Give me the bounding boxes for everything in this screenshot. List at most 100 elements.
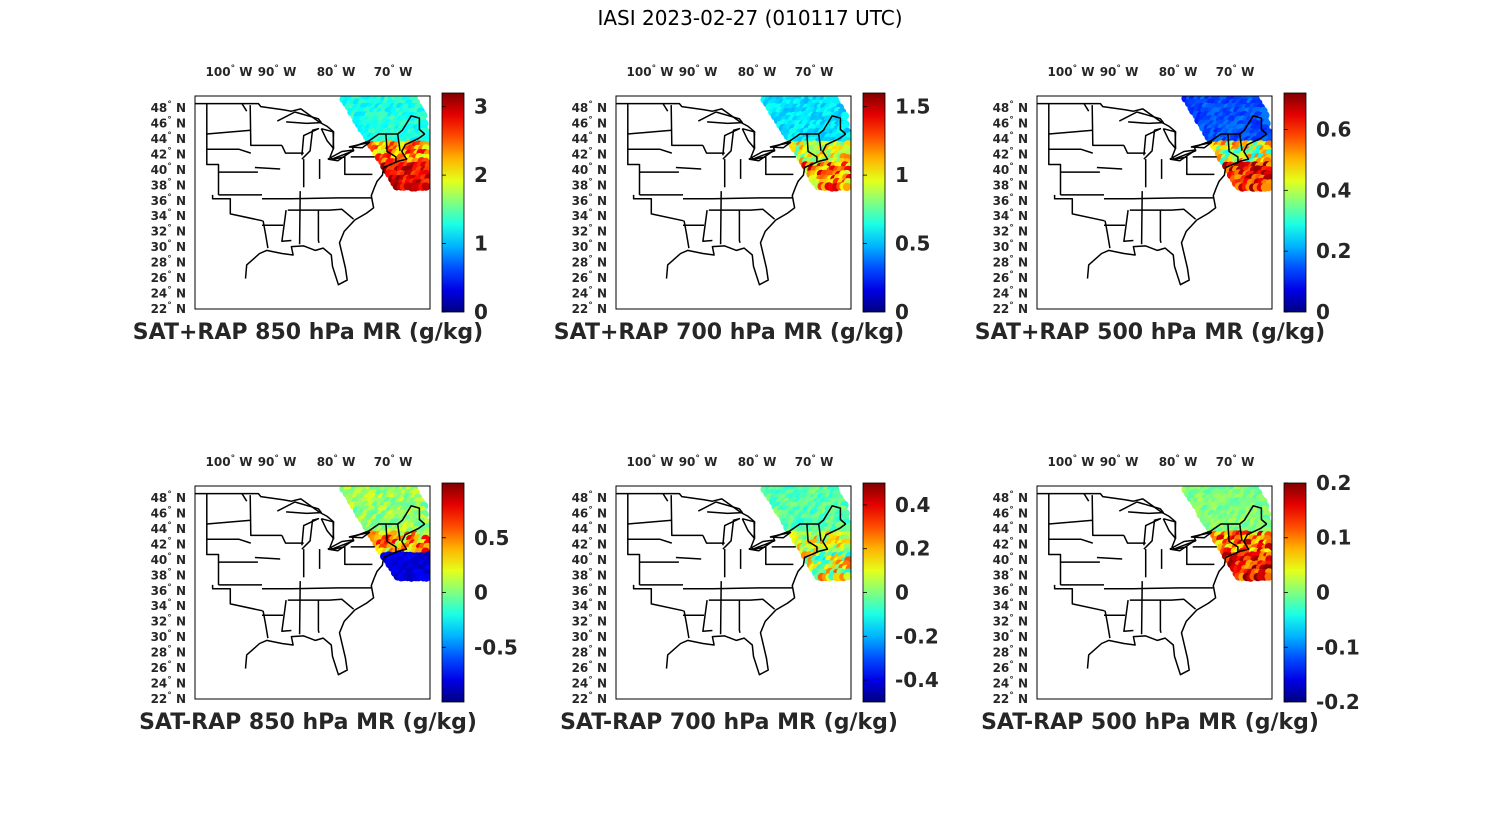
latitude-tick-label: 48° N: [151, 490, 186, 505]
longitude-tick-label: 70° W: [1216, 454, 1255, 469]
latitude-tick-label: 32° N: [572, 614, 607, 629]
latitude-tick-label: 26° N: [993, 270, 1028, 285]
longitude-tick-label: 70° W: [1216, 64, 1255, 79]
longitude-tick-label: 80° W: [317, 454, 356, 469]
longitude-tick-label: 100° W: [1048, 454, 1095, 469]
panel-title: SAT+RAP 700 hPa MR (g/kg): [553, 320, 905, 345]
longitude-tick-label: 90° W: [258, 454, 297, 469]
observation-point: [1264, 572, 1272, 581]
latitude-tick-label: 38° N: [993, 177, 1028, 192]
latitude-tick-label: 46° N: [993, 506, 1028, 521]
map-frame: [1036, 95, 1273, 310]
map-panel: 100° W 90° W 80° W 70° W 48° N 46° N 44° N 42° …: [536, 56, 956, 350]
latitude-tick-label: 42° N: [151, 146, 186, 161]
latitude-tick-label: 36° N: [572, 583, 607, 598]
latitude-tick-label: 28° N: [151, 645, 186, 660]
latitude-tick-label: 40° N: [151, 552, 186, 567]
colorbar-tick-label: 0.5: [895, 232, 930, 256]
longitude-tick-label: 80° W: [1159, 454, 1198, 469]
latitude-tick-label: 44° N: [151, 131, 186, 146]
latitude-tick-label: 24° N: [572, 676, 607, 691]
colorbar-tick-label: 1.5: [895, 95, 930, 119]
latitude-tick-label: 30° N: [151, 239, 186, 254]
state-boundaries: [1037, 492, 1268, 676]
latitude-tick-label: 48° N: [993, 490, 1028, 505]
colorbar: [441, 92, 465, 313]
colorbar-tick-label: 0.4: [895, 493, 930, 517]
observation-swath: [339, 486, 430, 582]
latitude-tick-label: 38° N: [993, 567, 1028, 582]
map-figure: 100° W 90° W 80° W 70° W 48° N46° N44° N42° …: [151, 454, 518, 706]
longitude-tick-label: 90° W: [1100, 64, 1139, 79]
latitude-tick-label: 26° N: [572, 270, 607, 285]
longitude-tick-label: 70° W: [374, 454, 413, 469]
colorbar-tick-label: 0: [1316, 300, 1330, 324]
latitude-tick-label: 48° N: [151, 100, 186, 115]
latitude-tick-label: 34° N: [151, 208, 186, 223]
colorbar-tick-label: 0: [895, 300, 909, 324]
latitude-tick-label: 26° N: [993, 660, 1028, 675]
panel-title: SAT+RAP 500 hPa MR (g/kg): [974, 320, 1326, 345]
colorbar-tick-label: 1: [474, 232, 488, 256]
latitude-tick-label: 30° N: [151, 629, 186, 644]
latitude-tick-label: 34° N: [151, 598, 186, 613]
latitude-tick-label: 32° N: [993, 224, 1028, 239]
colorbar: [1283, 92, 1307, 313]
colorbar-tick-label: -0.2: [895, 624, 939, 648]
panel-title: SAT-RAP 700 hPa MR (g/kg): [560, 710, 898, 735]
observation-swath: [1181, 486, 1272, 582]
latitude-tick-label: 22° N: [572, 301, 607, 316]
colorbar-tick-label: 1: [895, 163, 909, 187]
latitude-tick-label: 46° N: [993, 116, 1028, 131]
latitude-tick-label: 30° N: [993, 629, 1028, 644]
latitude-tick-label: 40° N: [572, 162, 607, 177]
colorbar-tick-label: 0: [895, 581, 909, 605]
latitude-tick-label: 42° N: [993, 146, 1028, 161]
latitude-tick-label: 44° N: [572, 131, 607, 146]
longitude-tick-label: 90° W: [1100, 454, 1139, 469]
latitude-tick-label: 26° N: [151, 660, 186, 675]
state-boundaries: [195, 492, 426, 676]
latitude-tick-label: 28° N: [993, 255, 1028, 270]
basemap: [1037, 486, 1272, 676]
map-figure: 100° W 90° W 80° W 70° W 48° N46° N44° N42° …: [572, 64, 931, 324]
map-figure: 100° W 90° W 80° W 70° W 48° N46° N44° N42° …: [993, 64, 1352, 324]
latitude-tick-label: 24° N: [993, 676, 1028, 691]
latitude-tick-label: 24° N: [572, 286, 607, 301]
longitude-tick-label: 100° W: [627, 454, 674, 469]
longitude-tick-label: 90° W: [679, 64, 718, 79]
latitude-tick-label: 34° N: [572, 598, 607, 613]
figure-title: IASI 2023-02-27 (010117 UTC): [597, 6, 903, 30]
latitude-tick-label: 22° N: [151, 301, 186, 316]
colorbar-tick-label: 0: [474, 581, 488, 605]
longitude-tick-label: 70° W: [374, 64, 413, 79]
map-panel: 100° W 90° W 80° W 70° W 48° N 46° N 44° N 42° …: [536, 446, 956, 740]
colorbar-tick-label: 0.4: [1316, 178, 1351, 202]
latitude-tick-label: 26° N: [151, 270, 186, 285]
longitude-tick-label: 70° W: [795, 64, 834, 79]
basemap: [616, 486, 851, 676]
latitude-tick-label: 38° N: [572, 177, 607, 192]
latitude-tick-label: 32° N: [151, 614, 186, 629]
map-frame: [1036, 485, 1273, 700]
colorbar-tick-label: -0.5: [474, 635, 518, 659]
latitude-tick-label: 22° N: [151, 691, 186, 706]
latitude-tick-label: 40° N: [993, 552, 1028, 567]
latitude-tick-label: 28° N: [572, 645, 607, 660]
latitude-tick-label: 30° N: [572, 239, 607, 254]
longitude-tick-label: 100° W: [206, 64, 253, 79]
latitude-tick-label: 24° N: [151, 676, 186, 691]
map-frame: [615, 95, 852, 310]
colorbar-tick-label: 2: [474, 163, 488, 187]
longitude-tick-label: 100° W: [1048, 64, 1095, 79]
latitude-tick-label: 36° N: [572, 193, 607, 208]
latitude-tick-label: 34° N: [993, 598, 1028, 613]
latitude-tick-label: 36° N: [151, 193, 186, 208]
latitude-tick-label: 38° N: [151, 567, 186, 582]
map-frame: [194, 485, 431, 700]
state-boundaries: [616, 102, 847, 286]
latitude-tick-label: 30° N: [993, 239, 1028, 254]
colorbar-tick-label: 0.2: [1316, 471, 1351, 495]
observation-point: [422, 573, 430, 582]
colorbar-tick-label: 0: [474, 300, 488, 324]
